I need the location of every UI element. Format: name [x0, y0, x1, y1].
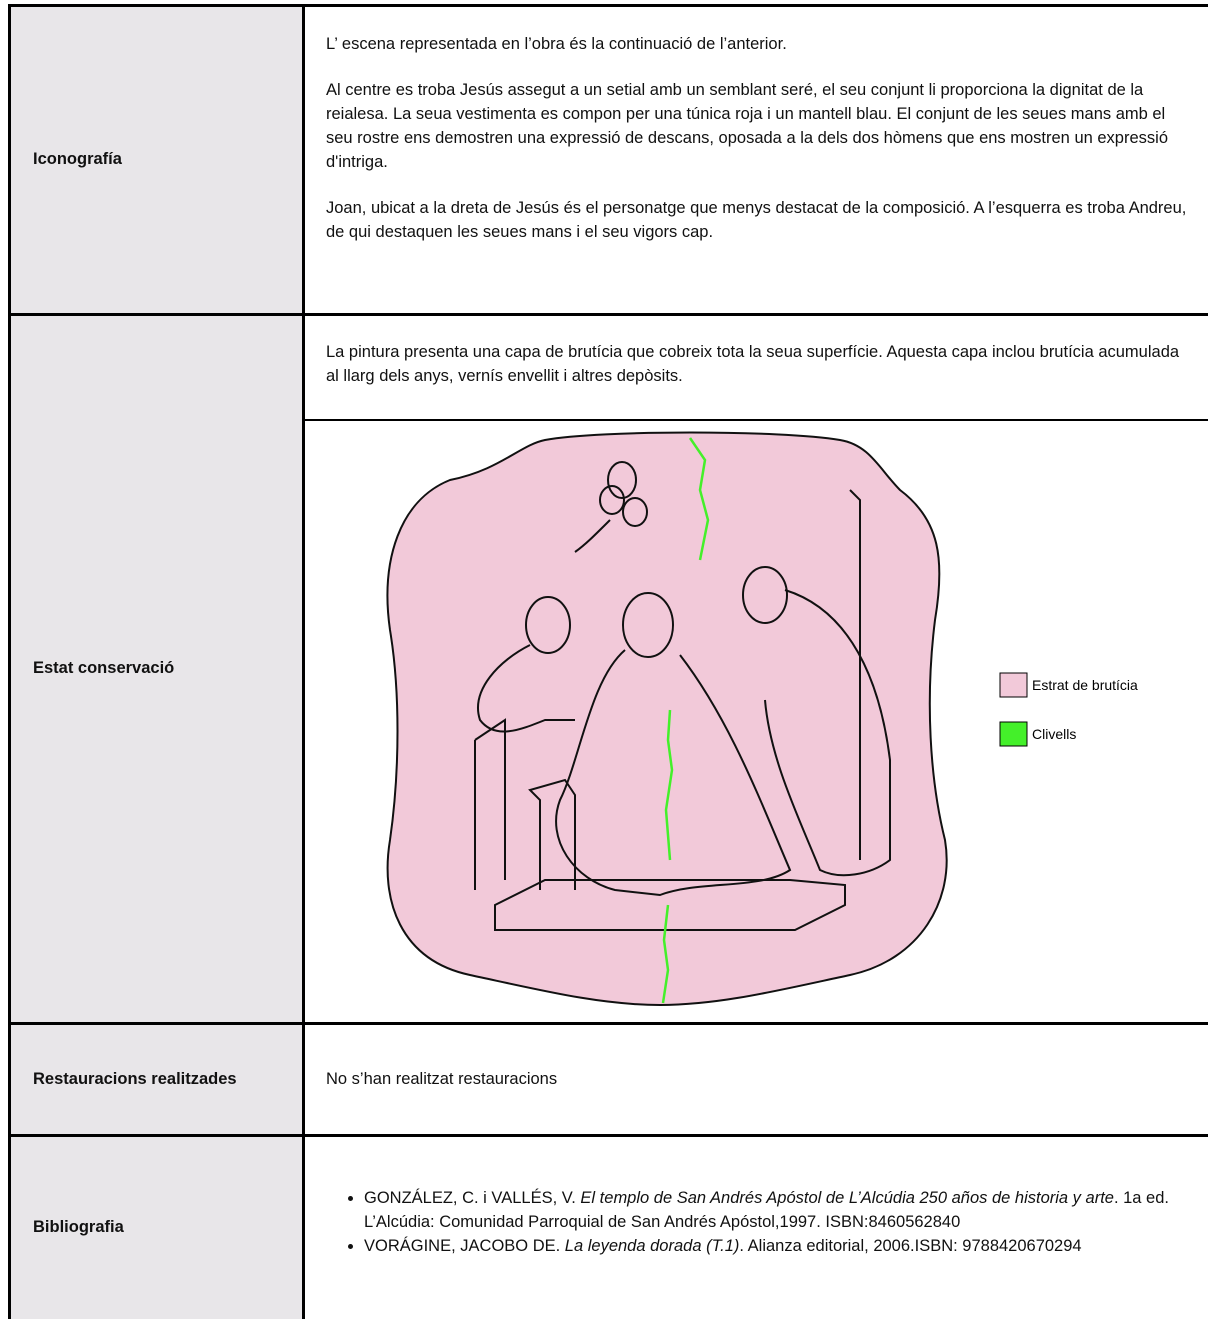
bibliography-list: GONZÁLEZ, C. i VALLÉS, V. El templo de S…: [326, 1186, 1194, 1258]
text-segment: . Alianza editorial, 2006.ISBN: 97884206…: [739, 1237, 1082, 1255]
text-segment: VORÁGINE, JACOBO DE.: [364, 1237, 565, 1255]
row-label: Estat conservació: [8, 314, 305, 1023]
border: [305, 419, 1208, 421]
label-text: Restauracions realitzades: [33, 1069, 237, 1088]
diagram: Estrat de brutícia Clivells: [386, 431, 1138, 1007]
paragraph: Joan, ubicat a la dreta de Jesús és el p…: [326, 199, 1187, 241]
cell: No s’han realitzat restauracions: [305, 1067, 1208, 1113]
border: [8, 1134, 1208, 1137]
text-segment: La leyenda dorada (T.1): [564, 1237, 740, 1255]
paragraph: L’ escena representada en l’obra és la c…: [326, 35, 787, 53]
legend-label: Clivells: [1032, 726, 1076, 742]
paragraph: La pintura presenta una capa de brutícia…: [326, 343, 1180, 385]
cell: GONZÁLEZ, C. i VALLÉS, V. El templo de S…: [305, 1186, 1208, 1258]
label-text: Estat conservació: [33, 659, 175, 677]
row-label: Iconografía: [8, 5, 305, 314]
row-label: Restauracions realitzades: [8, 1023, 305, 1135]
legend-swatch: [999, 672, 1028, 698]
border: [8, 1022, 1208, 1025]
cell: L’ escena representada en l’obra és la c…: [305, 32, 1208, 266]
legend-label: Estrat de brutícia: [1032, 677, 1138, 693]
paragraph: Al centre es troba Jesús assegut a un se…: [326, 81, 1168, 171]
legend-swatch: [999, 721, 1028, 747]
bibliography-item: VORÁGINE, JACOBO DE. La leyenda dorada (…: [364, 1234, 1194, 1258]
text-segment: GONZÁLEZ, C. i VALLÉS, V.: [364, 1189, 581, 1207]
label-text: Bibliografia: [33, 1217, 124, 1236]
dirt-layer: [386, 431, 948, 1007]
figure-outline: [474, 461, 891, 931]
text-segment: El templo de San Andrés Apóstol de L’Alc…: [580, 1189, 1114, 1207]
label-text: Iconografía: [33, 150, 122, 168]
bibliography-item: GONZÁLEZ, C. i VALLÉS, V. El templo de S…: [364, 1186, 1194, 1234]
crack: [661, 437, 710, 1004]
text-segment: . 1a ed. L’Alcúdia: Comunidad Parroquial…: [364, 1189, 1169, 1231]
border: [8, 4, 1208, 7]
paragraph: No s’han realitzat restauracions: [326, 1070, 558, 1088]
row-label: Bibliografia: [8, 1135, 305, 1319]
border: [8, 313, 1208, 316]
cell: La pintura presenta una capa de brutícia…: [305, 340, 1208, 410]
